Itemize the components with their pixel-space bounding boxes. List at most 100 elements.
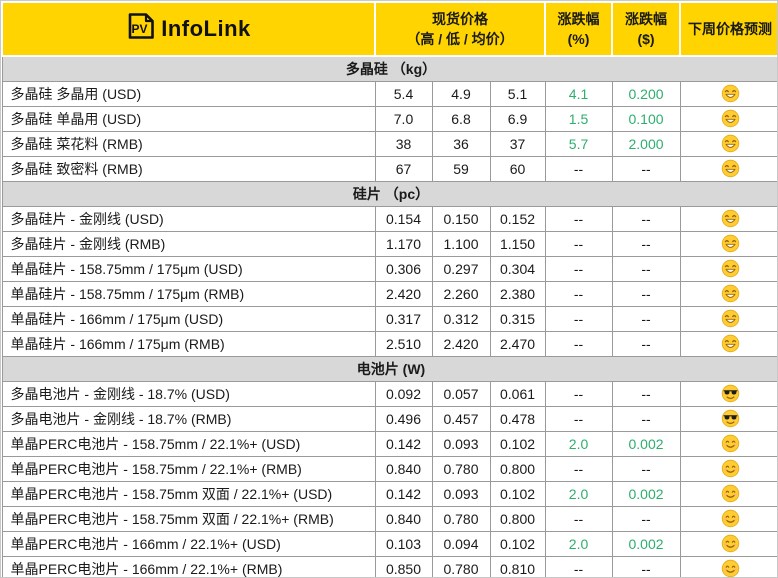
change-pct: 4.1 <box>544 80 613 107</box>
change-abs: -- <box>611 280 681 307</box>
price-high: 2.510 <box>374 330 433 357</box>
price-row: 单晶硅片 - 158.75mm / 175μm (RMB) 2.420 2.260 2… <box>1 280 777 307</box>
price-high: 0.840 <box>374 455 433 482</box>
price-high: 1.170 <box>374 230 433 257</box>
column-header-change-pct: 涨跌幅 (%) <box>544 1 614 57</box>
change-abs: -- <box>611 330 681 357</box>
change-abs: 0.002 <box>611 480 681 507</box>
product-label: 单晶硅片 - 166mm / 175μm (USD) <box>1 305 376 332</box>
price-row: 多晶电池片 - 金刚线 - 18.7% (RMB) 0.496 0.457 0.478… <box>1 405 777 432</box>
change-pct: -- <box>544 230 613 257</box>
price-avg: 5.1 <box>489 80 546 107</box>
change-pct: 2.0 <box>544 530 613 557</box>
price-avg: 0.102 <box>489 430 546 457</box>
smiling-face-icon <box>679 455 777 482</box>
change-pct: -- <box>544 555 613 577</box>
price-avg: 37 <box>489 130 546 157</box>
section-header-row: 硅片 （pc） <box>1 180 777 207</box>
price-high: 0.306 <box>374 255 433 282</box>
price-avg: 0.102 <box>489 530 546 557</box>
product-label: 单晶硅片 - 158.75mm / 175μm (USD) <box>1 255 376 282</box>
smiling-face-icon <box>679 430 777 457</box>
price-high: 7.0 <box>374 105 433 132</box>
product-label: 多晶电池片 - 金刚线 - 18.7% (USD) <box>1 380 376 407</box>
grinning-face-icon <box>679 280 777 307</box>
brand-logo: PV InfoLink <box>4 11 373 46</box>
column-header-spot-price: 现货价格 （高 / 低 / 均价） <box>373 1 547 57</box>
change-pct: 2.0 <box>544 480 613 507</box>
price-high: 0.154 <box>374 205 433 232</box>
price-low: 59 <box>431 155 491 182</box>
sunglasses-face-icon <box>679 380 777 407</box>
price-row: 多晶电池片 - 金刚线 - 18.7% (USD) 0.092 0.057 0.061… <box>1 380 777 407</box>
product-label: 多晶硅片 - 金刚线 (USD) <box>1 205 376 232</box>
change-abs: 0.002 <box>611 430 681 457</box>
change-abs: -- <box>611 405 681 432</box>
price-row: 多晶硅片 - 金刚线 (RMB) 1.170 1.100 1.150 -- -- <box>1 230 777 257</box>
price-high: 0.092 <box>374 380 433 407</box>
section-header-row: 多晶硅 （kg） <box>1 55 777 82</box>
price-avg: 0.800 <box>489 455 546 482</box>
price-high: 67 <box>374 155 433 182</box>
price-low: 1.100 <box>431 230 491 257</box>
product-label: 单晶PERC电池片 - 158.75mm 双面 / 22.1%+ (RMB) <box>1 505 376 532</box>
price-high: 0.103 <box>374 530 433 557</box>
change-pct: -- <box>544 380 613 407</box>
change-abs: -- <box>611 455 681 482</box>
pv-document-icon: PV <box>126 11 156 46</box>
price-avg: 0.152 <box>489 205 546 232</box>
grinning-face-icon <box>679 305 777 332</box>
price-high: 2.420 <box>374 280 433 307</box>
price-row: 多晶硅 致密料 (RMB) 67 59 60 -- -- <box>1 155 777 182</box>
price-avg: 1.150 <box>489 230 546 257</box>
price-high: 0.840 <box>374 505 433 532</box>
grinning-face-icon <box>679 105 777 132</box>
column-header-forecast: 下周价格预测 <box>679 1 777 57</box>
grinning-face-icon <box>679 155 777 182</box>
price-avg: 0.315 <box>489 305 546 332</box>
price-low: 0.093 <box>431 480 491 507</box>
smiling-face-icon <box>679 530 777 557</box>
price-table-body: 多晶硅 （kg） 多晶硅 多晶用 (USD) 5.4 4.9 5.1 4.1 0.200 多晶… <box>1 55 777 577</box>
price-low: 2.420 <box>431 330 491 357</box>
price-low: 0.094 <box>431 530 491 557</box>
change-abs: -- <box>611 205 681 232</box>
change-abs: 0.100 <box>611 105 681 132</box>
change-abs: 0.200 <box>611 80 681 107</box>
section-title: 多晶硅 （kg） <box>1 55 777 82</box>
price-row: 单晶PERC电池片 - 158.75mm / 22.1%+ (USD) 0.142… <box>1 430 777 457</box>
change-abs: -- <box>611 380 681 407</box>
change-abs: -- <box>611 230 681 257</box>
price-row: 单晶PERC电池片 - 166mm / 22.1%+ (RMB) 0.850 0.7… <box>1 555 777 577</box>
change-pct: -- <box>544 455 613 482</box>
change-pct: 2.0 <box>544 430 613 457</box>
grinning-face-icon <box>679 330 777 357</box>
brand-name: InfoLink <box>161 16 251 42</box>
grinning-face-icon <box>679 255 777 282</box>
price-avg: 0.800 <box>489 505 546 532</box>
price-row: 单晶PERC电池片 - 158.75mm 双面 / 22.1%+ (USD) 0.… <box>1 480 777 507</box>
svg-text:PV: PV <box>132 22 148 36</box>
price-row: 单晶PERC电池片 - 158.75mm / 22.1%+ (RMB) 0.840… <box>1 455 777 482</box>
price-row: 单晶PERC电池片 - 158.75mm 双面 / 22.1%+ (RMB) 0.… <box>1 505 777 532</box>
change-pct: -- <box>544 280 613 307</box>
change-abs: -- <box>611 305 681 332</box>
product-label: 单晶PERC电池片 - 166mm / 22.1%+ (RMB) <box>1 555 376 577</box>
price-avg: 0.061 <box>489 380 546 407</box>
price-row: 多晶硅 菜花料 (RMB) 38 36 37 5.7 2.000 <box>1 130 777 157</box>
smiling-face-icon <box>679 555 777 577</box>
price-avg: 0.478 <box>489 405 546 432</box>
price-row: 多晶硅片 - 金刚线 (USD) 0.154 0.150 0.152 -- -- <box>1 205 777 232</box>
price-high: 0.850 <box>374 555 433 577</box>
product-label: 多晶硅片 - 金刚线 (RMB) <box>1 230 376 257</box>
smiling-face-icon <box>679 480 777 507</box>
change-pct: -- <box>544 305 613 332</box>
change-pct: -- <box>544 405 613 432</box>
change-pct: 1.5 <box>544 105 613 132</box>
spot-price-title: 现货价格 <box>432 10 489 27</box>
change-pct: -- <box>544 330 613 357</box>
brand-logo-cell: PV InfoLink <box>1 1 376 57</box>
price-avg: 0.304 <box>489 255 546 282</box>
